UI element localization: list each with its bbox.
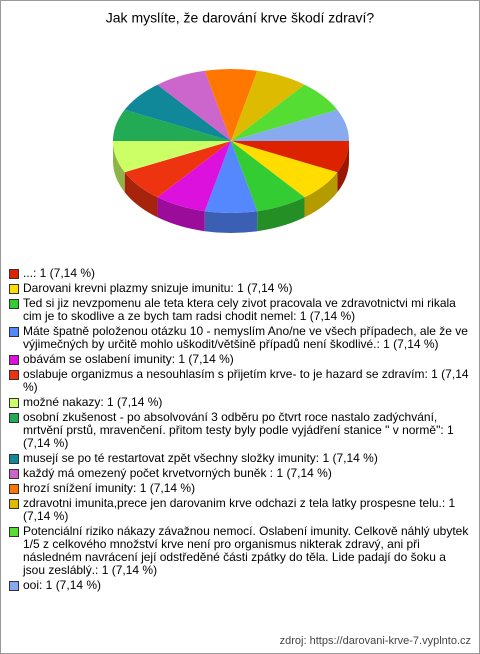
legend-swatch <box>9 398 19 408</box>
legend-swatch <box>9 581 19 591</box>
slice <box>113 109 231 141</box>
legend-label: oslabuje organizmus a nesouhlasím s přij… <box>23 367 469 394</box>
legend-item: Máte špatně položenou otázku 10 - nemysl… <box>9 325 471 351</box>
legend-swatch <box>9 284 19 294</box>
legend-label: ooi: 1 (7,14 %) <box>23 578 102 592</box>
slice <box>231 141 349 173</box>
legend-item: hrozí snížení imunity: 1 (7,14 %) <box>9 482 471 495</box>
legend-swatch <box>9 269 19 279</box>
legend-swatch <box>9 413 19 423</box>
slice <box>204 141 258 213</box>
slice <box>157 141 231 212</box>
legend-item: oslabuje organizmus a nesouhlasím s přij… <box>9 368 471 394</box>
legend-item: možné nakazy: 1 (7,14 %) <box>9 396 471 409</box>
legend-label: musejí se po té restartovat zpět všechny… <box>23 451 378 465</box>
legend: ...: 1 (7,14 %) Darovani krevni plazmy sn… <box>9 267 471 594</box>
legend-label: zdravotni imunita,prece jen darovanim kr… <box>23 496 456 523</box>
legend-label: osobní zkušenost - po absolvování 3 odbě… <box>23 410 454 450</box>
slice <box>157 70 231 141</box>
legend-swatch <box>9 484 19 494</box>
slice <box>124 84 231 141</box>
legend-item: ooi: 1 (7,14 %) <box>9 579 471 592</box>
source: zdroj: https://darovani-krve-7.vyplnto.c… <box>279 635 471 647</box>
legend-swatch <box>9 454 19 464</box>
slice-side <box>124 172 158 218</box>
legend-swatch <box>9 527 19 537</box>
legend-label: možné nakazy: 1 (7,14 %) <box>23 395 163 409</box>
legend-item: Darovani krevni plazmy snizuje imunitu: … <box>9 282 471 295</box>
slice <box>231 84 338 141</box>
slice <box>231 141 305 212</box>
legend-item: zdravotni imunita,prece jen darovanim kr… <box>9 497 471 523</box>
pie-area: Jak myslíte, že darování krve škodí zdra… <box>106 10 375 234</box>
legend-item: Ted si jiz nevzpomenu ale teta ktera cel… <box>9 297 471 323</box>
slice-side <box>204 211 258 234</box>
slice-side <box>257 197 305 232</box>
legend-swatch <box>9 355 19 365</box>
legend-swatch <box>9 499 19 509</box>
slice <box>231 141 338 198</box>
legend-label: ...: 1 (7,14 %) <box>23 266 96 280</box>
legend-label: Potenciální riziko nákazy závažnou nemoc… <box>23 524 469 577</box>
legend-label: každý má omezený počet krvetvorných buně… <box>23 466 332 480</box>
slice <box>124 141 231 198</box>
legend-item: obávám se oslabení imunity: 1 (7,14 %) <box>9 353 471 366</box>
legend-swatch <box>9 299 19 309</box>
legend-item: každý má omezený počet krvetvorných buně… <box>9 467 471 480</box>
legend-label: hrozí snížení imunity: 1 (7,14 %) <box>23 481 196 495</box>
legend-swatch <box>9 327 19 337</box>
slice <box>113 141 231 173</box>
slice <box>204 69 258 141</box>
slice-side <box>157 197 205 232</box>
legend-item: ...: 1 (7,14 %) <box>9 267 471 280</box>
legend-item: musejí se po té restartovat zpět všechny… <box>9 452 471 465</box>
legend-item: osobní zkušenost - po absolvování 3 odbě… <box>9 411 471 450</box>
legend-label: Ted si jiz nevzpomenu ale teta ktera cel… <box>23 296 456 323</box>
slice-side <box>337 141 349 193</box>
slice-side <box>113 141 125 193</box>
legend-swatch <box>9 469 19 479</box>
legend-label: Máte špatně položenou otázku 10 - nemysl… <box>23 324 468 351</box>
legend-swatch <box>9 370 19 380</box>
slice <box>231 70 305 141</box>
chart-title: Jak myslíte, že darování krve škodí zdra… <box>106 10 375 26</box>
slice-side <box>304 172 338 218</box>
legend-item: Potenciální riziko nákazy závažnou nemoc… <box>9 525 471 577</box>
slice <box>231 109 349 141</box>
legend-label: Darovani krevni plazmy snizuje imunitu: … <box>23 281 293 295</box>
legend-label: obávám se oslabení imunity: 1 (7,14 %) <box>23 352 234 366</box>
